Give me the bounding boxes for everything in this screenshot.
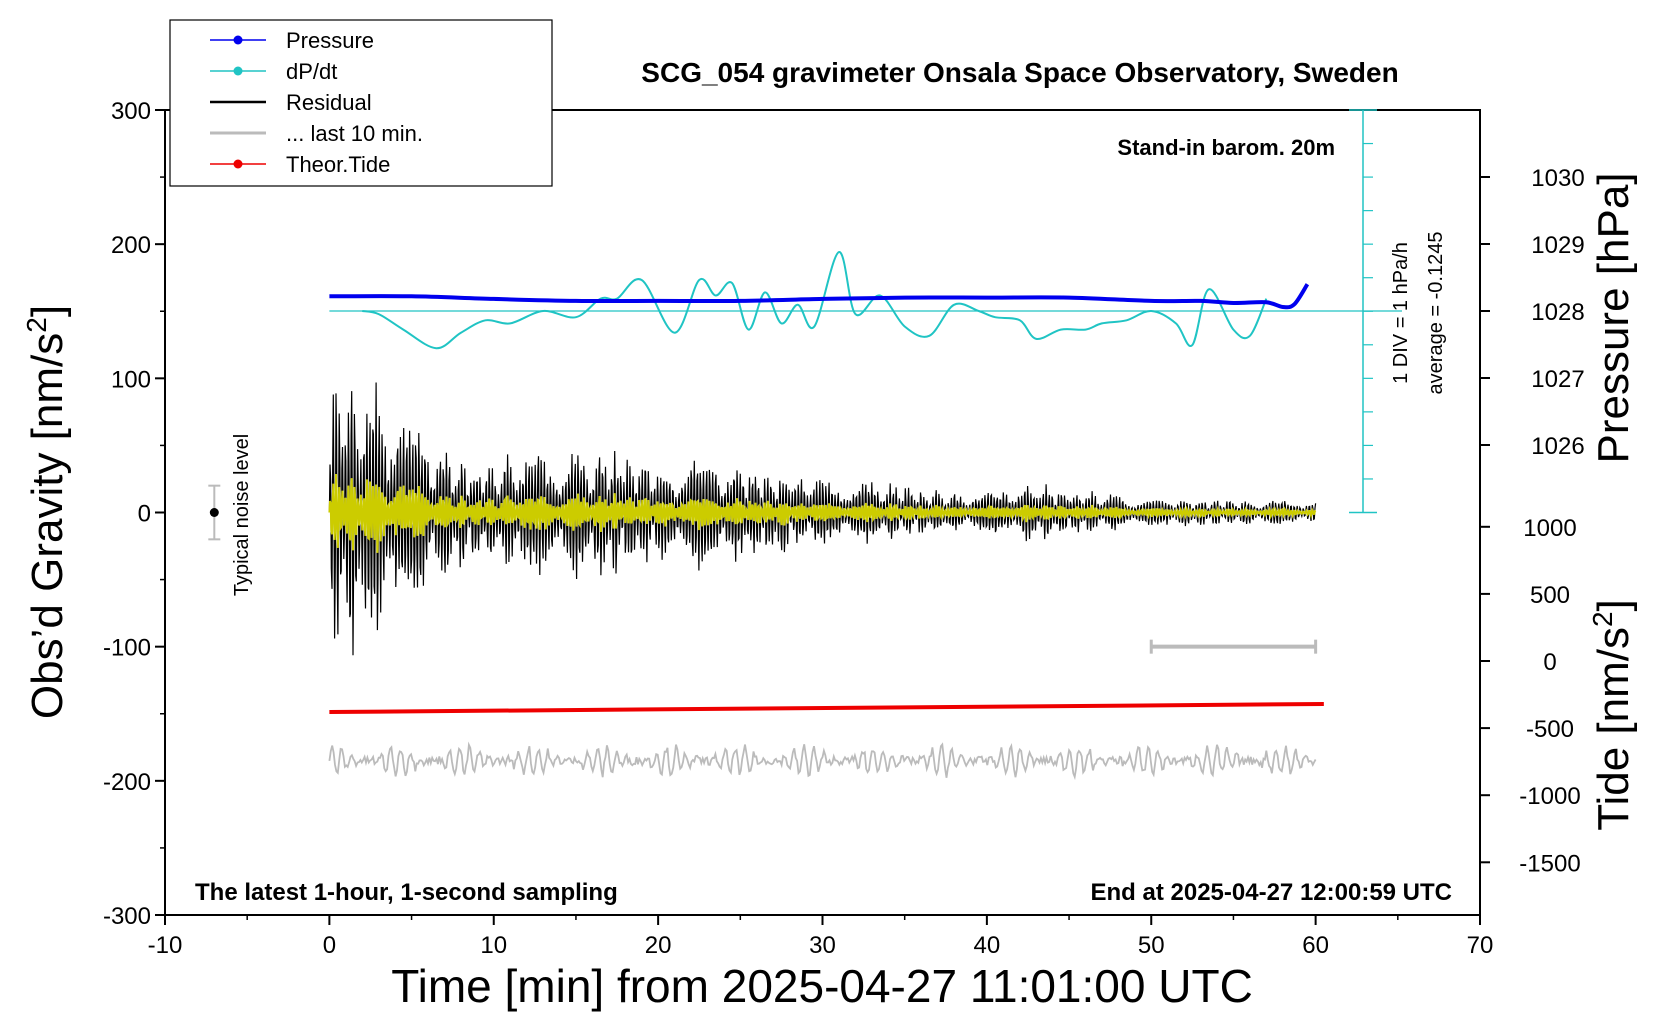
y-axis-ticks: 300 200 100 0 -100 -200 -300	[103, 98, 165, 930]
pressure-tick-label: 1026	[1531, 433, 1584, 460]
latest-hour-note: The latest 1-hour, 1-second sampling	[195, 879, 618, 906]
tide-axis-title-main: Tide [nm/s	[1589, 627, 1638, 831]
x-tick-label: 40	[974, 932, 1001, 959]
legend-entry-residual: Residual	[210, 90, 372, 115]
dpdt-line	[362, 251, 1268, 350]
legend-label-dpdt: dP/dt	[286, 59, 337, 84]
y-tick-label: -100	[103, 635, 151, 662]
end-time-note: End at 2025-04-27 12:00:59 UTC	[1091, 879, 1453, 906]
residual-overlay-line	[328, 473, 1317, 553]
pressure-tick-label: 1029	[1531, 232, 1584, 259]
tide-axis-title: Tide [nm/s2]	[1587, 599, 1638, 831]
x-tick-label: 60	[1302, 932, 1329, 959]
y-tick-label: -300	[103, 903, 151, 930]
legend-entry-dpdt: dP/dt	[210, 59, 337, 84]
legend-marker-dpdt	[233, 66, 243, 76]
tide-tick-label: 1000	[1523, 515, 1576, 542]
x-axis-ticks: -10 0 10 20 30 40 50 60 70	[148, 915, 1494, 959]
x-tick-label: 50	[1138, 932, 1165, 959]
x-tick-label: 20	[645, 932, 672, 959]
legend-marker-pressure	[233, 35, 243, 45]
tide-axis-ticks: 1000 500 0 -500 -1000 -1500	[1480, 515, 1581, 877]
tide-tick-label: -500	[1526, 716, 1574, 743]
last-10-min-line	[328, 741, 1317, 781]
tide-tick-label: -1000	[1519, 783, 1580, 810]
x-tick-label: 10	[480, 932, 507, 959]
theoretical-tide-line	[329, 702, 1324, 714]
legend-marker-tide	[233, 159, 243, 169]
x-tick-label: 70	[1467, 932, 1494, 959]
y-axis-title-left-close: ]	[23, 305, 72, 317]
legend-label-residual: Residual	[286, 90, 372, 115]
chart-title: SCG_054 gravimeter Onsala Space Observat…	[641, 57, 1398, 88]
tide-tick-label: -1500	[1519, 850, 1580, 877]
pressure-tick-label: 1027	[1531, 366, 1584, 393]
pressure-axis-ticks: 1030 1029 1028 1027 1026	[1480, 165, 1585, 460]
y-axis-title-left: Obs’d Gravity [nm/s2]	[21, 305, 72, 719]
y-tick-label: -200	[103, 769, 151, 796]
tide-tick-label: 0	[1543, 649, 1556, 676]
tide-tick-label: 500	[1530, 582, 1570, 609]
legend-entry-last10: ... last 10 min.	[210, 121, 423, 146]
legend-entry-tide: Theor.Tide	[210, 152, 390, 177]
residual-line	[328, 382, 1317, 656]
tide-axis-title-sup: 2	[1587, 611, 1618, 627]
x-tick-label: 0	[323, 932, 336, 959]
tide-axis-title-close: ]	[1589, 599, 1638, 611]
pressure-line	[329, 283, 1310, 310]
y-axis-title-left-main: Obs’d Gravity [nm/s	[23, 333, 72, 719]
x-tick-label: 30	[809, 932, 836, 959]
legend-label-pressure: Pressure	[286, 28, 374, 53]
legend-label-tide: Theor.Tide	[286, 152, 390, 177]
y-axis-title-left-sup: 2	[21, 317, 52, 333]
x-axis-title: Time [min] from 2025-04-27 11:01:00 UTC	[391, 960, 1253, 1012]
noise-level-label: Typical noise level	[231, 434, 253, 596]
data-series	[208, 251, 1324, 781]
y-tick-label: 100	[111, 366, 151, 393]
y-tick-label: 300	[111, 98, 151, 125]
y-tick-label: 0	[138, 501, 151, 528]
pressure-tick-label: 1030	[1531, 165, 1584, 192]
legend: Pressure dP/dt Residual ... last 10 min.…	[169, 19, 553, 187]
dpdt-average-label: average = -0.1245	[1425, 232, 1447, 395]
legend-entry-pressure: Pressure	[210, 28, 374, 53]
dpdt-scale-label: 1 DIV = 1 hPa/h	[1390, 242, 1412, 384]
y-tick-label: 200	[111, 232, 151, 259]
x-tick-label: -10	[148, 932, 183, 959]
pressure-tick-label: 1028	[1531, 299, 1584, 326]
legend-label-last10: ... last 10 min.	[286, 121, 423, 146]
pressure-axis-title: Pressure [hPa]	[1589, 172, 1638, 463]
barometer-note: Stand-in barom. 20m	[1117, 135, 1335, 160]
noise-level-dot	[209, 508, 219, 517]
